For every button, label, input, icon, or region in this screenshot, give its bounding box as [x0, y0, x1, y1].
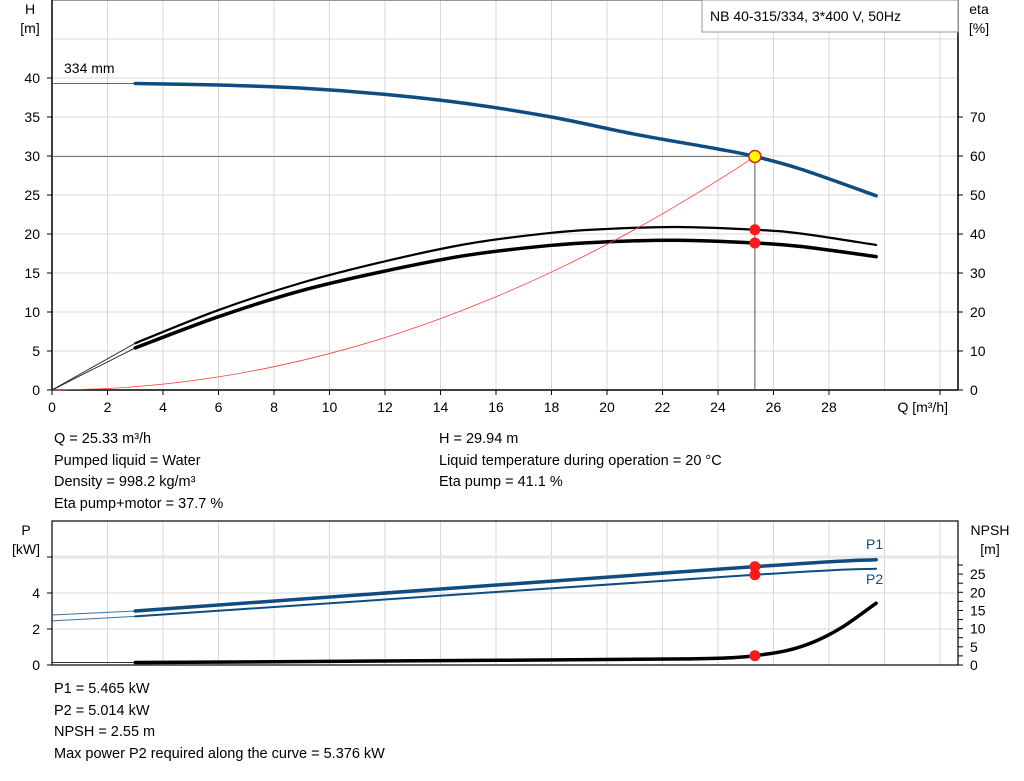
x-tick-label: 26 [766, 399, 782, 415]
info-liquid: Pumped liquid = Water [54, 452, 201, 469]
y-right-tick-label: 0 [970, 657, 978, 673]
x-tick-label: 18 [544, 399, 560, 415]
eta-pump-motor-marker [749, 237, 761, 249]
y-right-tick-label: 50 [970, 187, 986, 203]
x-tick-label: 28 [821, 399, 837, 415]
y-right-tick-label: 10 [970, 621, 986, 637]
info-max-p2: Max power P2 required along the curve = … [54, 745, 385, 762]
eta-pump-motor-curve [133, 238, 878, 350]
y-right-tick-label: 5 [970, 639, 978, 655]
y-right-axis-label: eta [969, 1, 989, 17]
p2-series-label: P2 [866, 571, 883, 587]
y-right-tick-label: 60 [970, 148, 986, 164]
info-p1: P1 = 5.465 kW [54, 681, 150, 697]
y-axis-unit: [m] [20, 20, 39, 36]
power-info: P1 = 5.465 kW P2 = 5.014 kW NPSH = 2.55 … [54, 679, 385, 765]
info-q: Q = 25.33 m³/h [54, 431, 152, 447]
y-right-tick-label: 20 [970, 584, 986, 600]
x-tick-label: 4 [159, 399, 167, 415]
y-tick-label: 10 [24, 304, 40, 320]
y-tick-label: 25 [24, 187, 40, 203]
impeller-diameter-label: 334 mm [64, 60, 115, 76]
y-tick-label: 5 [32, 343, 40, 359]
npsh-curve [133, 601, 878, 665]
info-eta-pump-motor: Eta pump+motor = 37.7 % [54, 495, 224, 512]
info-eta-pump: Eta pump = 41.1 % [439, 474, 563, 490]
y-right-tick-label: 70 [970, 109, 986, 125]
x-tick-label: 14 [433, 399, 449, 415]
operating-info-left: Q = 25.33 m³/h Pumped liquid = Water Den… [54, 429, 223, 515]
x-tick-label: 12 [377, 399, 393, 415]
operating-info-right: H = 29.94 m Liquid temperature during op… [439, 429, 722, 494]
y-tick-label: 20 [24, 226, 40, 242]
chart-title: NB 40-315/334, 3*400 V, 50Hz [710, 8, 901, 24]
duty-point-marker [748, 149, 762, 164]
y-tick-label: 30 [24, 148, 40, 164]
y-right-tick-label: 40 [970, 226, 986, 242]
pump-performance-chart: 0 2 4 6 8 10 12 14 16 18 20 22 24 26 28051015202530354… [20, 0, 989, 415]
eta-pump-curve [134, 225, 878, 345]
y-right-tick-label: 10 [970, 343, 986, 359]
y-right-tick-label: 30 [970, 265, 986, 281]
info-h: H = 29.94 m [439, 431, 519, 447]
system-curve [51, 156, 756, 391]
x-axis-label: Q [m³/h] [897, 399, 948, 415]
title-box [701, 0, 959, 33]
p1-series-label: P1 [866, 536, 883, 552]
y-right-axis-unit: [%] [969, 20, 989, 36]
p2-curve-extrapolated [51, 615, 136, 622]
y-right-tick-label: 20 [970, 304, 986, 320]
p1-curve [133, 557, 878, 613]
y-right-tick-label: 25 [970, 566, 986, 582]
y-tick-label: 4 [32, 585, 40, 601]
info-density: Density = 998.2 kg/m³ [54, 474, 196, 490]
y-axis-label: P [21, 522, 30, 538]
p2-curve [134, 567, 878, 618]
y-right-tick-label: 15 [970, 602, 986, 618]
x-tick-label: 16 [488, 399, 504, 415]
x-tick-label: 22 [655, 399, 671, 415]
y-tick-label: 0 [32, 657, 40, 673]
info-p2: P2 = 5.014 kW [54, 702, 150, 719]
y-axis-label: H [25, 1, 35, 17]
p1-curve-extrapolated [51, 610, 136, 616]
npsh-marker [749, 650, 761, 662]
x-tick-label: 24 [710, 399, 726, 415]
y-tick-label: 2 [32, 621, 40, 637]
y-tick-label: 40 [24, 70, 40, 86]
x-tick-label: 8 [270, 399, 278, 415]
y-axis-unit: [kW] [12, 541, 40, 557]
x-tick-label: 20 [599, 399, 615, 415]
p1-marker [749, 561, 761, 573]
y-right-axis-unit: [m] [980, 541, 999, 557]
eta-pump-marker [749, 224, 761, 236]
x-tick-label: 0 [48, 399, 56, 415]
y-tick-label: 35 [24, 109, 40, 125]
x-tick-label: 10 [322, 399, 338, 415]
eta-pump-motor-curve-extrapolated [51, 347, 136, 391]
y-right-tick-label: 0 [970, 382, 978, 398]
y-tick-label: 0 [32, 382, 40, 398]
x-tick-label: 2 [104, 399, 112, 415]
x-tick-label: 6 [215, 399, 223, 415]
y-right-axis-label: NPSH [971, 522, 1010, 538]
info-npsh: NPSH = 2.55 m [54, 724, 156, 740]
p2-marker [749, 569, 761, 581]
info-temperature: Liquid temperature during operation = 20… [439, 452, 722, 469]
y-tick-label: 15 [24, 265, 40, 281]
